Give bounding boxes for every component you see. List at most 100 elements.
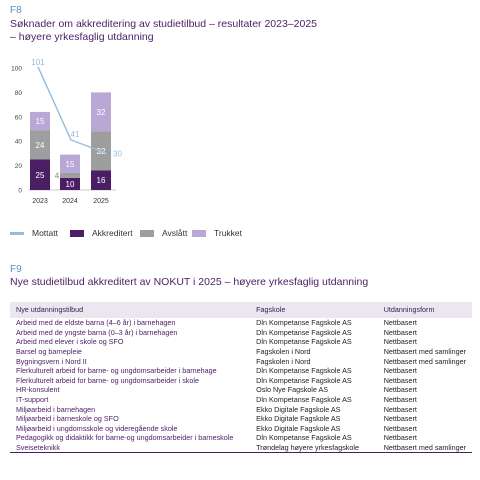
cell-program: Flerkulturelt arbeid for barne- og ungdo…	[16, 375, 199, 385]
x-tick-label: 2023	[32, 198, 48, 205]
accredited-programs-table: Nye utdanningstilbud Fagskole Utdannings…	[10, 302, 472, 454]
y-tick-label: 100	[11, 66, 22, 73]
cell-school: Dln Kompetanse Fagskole AS	[256, 337, 352, 347]
bar-segment	[60, 154, 80, 173]
cell-school: Fagskolen i Nord	[256, 356, 311, 366]
legend-label: Akkreditert	[92, 228, 133, 238]
line-data-label: 101	[31, 58, 45, 67]
cell-form: Nettbasert	[383, 318, 417, 328]
cell-form: Nettbasert med samlinger	[383, 356, 466, 366]
y-tick-label: 60	[15, 114, 23, 121]
bar-segment	[91, 92, 111, 132]
column-header-school: Fagskole	[250, 302, 378, 318]
stacked-bar-chart: 0204060801002524152023104152024163232202…	[11, 58, 122, 205]
data-label: 15	[66, 160, 75, 169]
cell-program: Miljøarbeid i barneskole og SFO	[16, 414, 119, 424]
chart-title: Søknader om akkreditering av studietilbu…	[10, 18, 317, 43]
cell-school: Dln Kompetanse Fagskole AS	[256, 366, 352, 376]
x-tick-label: 2025	[93, 198, 109, 205]
table-row: IT-support Dln Kompetanse Fagskole AS Nett…	[10, 395, 472, 405]
y-tick-label: 20	[15, 163, 23, 170]
cell-school: Fagskolen i Nord	[256, 346, 311, 356]
table-row: Arbeid med de eldste barna (4–6 år) i ba…	[10, 318, 472, 328]
legend-item: Mottatt	[10, 228, 58, 238]
legend-item: Trukket	[192, 228, 242, 238]
cell-school: Ekko Digitale Fagskole AS	[256, 414, 341, 424]
data-label: 24	[36, 141, 45, 150]
y-tick-label: 80	[15, 90, 23, 97]
bar-segment	[30, 159, 50, 190]
table-row: Bygningsvern i Nord II Fagskolen i Nord Ne…	[10, 356, 472, 366]
legend-item: Avslått	[140, 228, 187, 238]
bar-segment	[91, 170, 111, 190]
cell-program: IT-support	[16, 394, 49, 404]
mottatt-line	[37, 66, 108, 155]
table-row: Pedagogikk og didaktikk for barne-og ung…	[10, 433, 472, 443]
table-header-row: Nye utdanningstilbud Fagskole Utdannings…	[10, 302, 472, 318]
cell-program: Pedagogikk og didaktikk for barne-og ung…	[16, 433, 234, 443]
cell-form: Nettbasert	[383, 366, 417, 376]
line-data-label: 41	[71, 130, 80, 139]
cell-program: Arbeid med de eldste barna (4–6 år) i ba…	[16, 318, 176, 328]
y-tick-label: 0	[18, 188, 22, 195]
legend-label: Trukket	[214, 228, 243, 238]
cell-school: Trøndelag høyere yrkesfagskole	[250, 442, 378, 454]
table-row: HR-konsulent Oslo Nye Fagskole AS Nettbase…	[10, 385, 472, 395]
cell-program: HR-konsulent	[16, 385, 60, 395]
x-tick-label: 2024	[62, 198, 78, 205]
cell-form: Nettbasert	[383, 337, 417, 347]
data-label: 32	[97, 108, 106, 117]
table-row: Sveiseteknikk Trøndelag høyere yrkesfagsk…	[10, 442, 472, 454]
table-row: Barsel og barnepleie Fagskolen i Nord Nett…	[10, 347, 472, 357]
cell-form: Nettbasert med samlinger	[383, 346, 466, 356]
figure-label-f8: F8	[10, 5, 22, 16]
y-tick-label: 40	[15, 139, 23, 146]
legend-label: Mottatt	[32, 228, 58, 238]
cell-program: Arbeid med de yngste barna (0–3 år) i ba…	[16, 327, 178, 337]
cell-form: Nettbasert	[383, 394, 417, 404]
cell-form: Nettbasert	[383, 375, 417, 385]
data-label: 16	[97, 176, 106, 185]
table-row: Flerkulturelt arbeid for barne- og ungdo…	[10, 376, 472, 386]
cell-school: Dln Kompetanse Fagskole AS	[256, 327, 352, 337]
cell-form: Nettbasert	[383, 414, 417, 424]
cell-program: Sveiseteknikk	[10, 442, 251, 454]
legend-swatch	[70, 229, 84, 237]
data-label: 10	[66, 180, 75, 189]
bar-segment	[30, 130, 50, 160]
bar-segment	[60, 172, 80, 178]
table-row: Flerkulturelt arbeid for barne- og ungdo…	[10, 366, 472, 376]
data-label: 25	[36, 171, 45, 180]
cell-school: Dln Kompetanse Fagskole AS	[256, 318, 352, 328]
table-row: Miljøarbeid i barnehagen Ekko Digitale Fa…	[10, 404, 472, 414]
cell-school: Oslo Nye Fagskole AS	[256, 385, 329, 395]
table-row: Arbeid med de yngste barna (0–3 år) i ba…	[10, 328, 472, 338]
cell-school: Ekko Digitale Fagskole AS	[256, 423, 341, 433]
column-header-form: Utdanningsform	[377, 302, 472, 318]
cell-form: Nettbasert med samlinger	[377, 442, 472, 454]
cell-form: Nettbasert	[383, 433, 417, 443]
cell-school: Dln Kompetanse Fagskole AS	[256, 375, 352, 385]
table-row: Arbeid med elever i skole og SFO Dln Komp…	[10, 337, 472, 347]
bar-segment	[60, 177, 80, 190]
figure-label-f9: F9	[10, 264, 22, 275]
cell-school: Dln Kompetanse Fagskole AS	[256, 394, 352, 404]
cell-program: Bygningsvern i Nord II	[16, 356, 87, 366]
cell-program: Arbeid med elever i skole og SFO	[16, 337, 124, 347]
data-label: 4	[55, 171, 60, 180]
table-row: Miljøarbeid i ungdomsskole og videregåen…	[10, 424, 472, 434]
table-title: Nye studietilbud akkreditert av NOKUT i …	[10, 276, 369, 288]
legend-item: Akkreditert	[70, 228, 133, 238]
cell-program: Miljøarbeid i barnehagen	[16, 404, 96, 414]
cell-program: Barsel og barnepleie	[16, 346, 82, 356]
line-data-label: 30	[113, 149, 122, 158]
data-label: 15	[36, 117, 45, 126]
legend-swatch	[10, 231, 24, 235]
chart-title-line-2: – høyere yrkesfaglig utdanning	[10, 30, 154, 43]
cell-school: Dln Kompetanse Fagskole AS	[256, 433, 352, 443]
legend-swatch	[140, 229, 154, 237]
table-row: Miljøarbeid i barneskole og SFO Ekko Digi…	[10, 414, 472, 424]
cell-form: Nettbasert	[383, 385, 417, 395]
column-header-program: Nye utdanningstilbud	[10, 302, 251, 318]
chart-title-line-1: Søknader om akkreditering av studietilbu…	[10, 18, 318, 30]
